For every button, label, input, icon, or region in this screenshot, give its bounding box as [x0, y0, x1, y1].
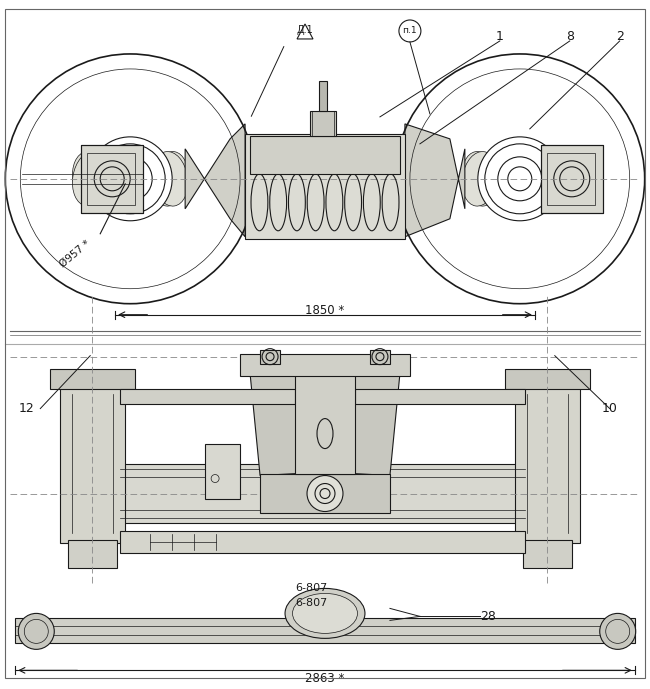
Bar — [245, 134, 405, 239]
Bar — [250, 136, 400, 174]
Bar — [120, 389, 295, 404]
Bar — [295, 373, 355, 473]
Bar — [310, 111, 336, 136]
Bar — [5, 349, 645, 679]
Ellipse shape — [18, 613, 54, 649]
Polygon shape — [405, 124, 465, 237]
Polygon shape — [250, 373, 297, 475]
Polygon shape — [353, 373, 400, 475]
Text: 1: 1 — [496, 30, 504, 43]
Bar — [547, 153, 595, 205]
Ellipse shape — [542, 152, 578, 206]
Text: 10: 10 — [602, 402, 617, 415]
Ellipse shape — [600, 613, 636, 649]
Text: п.1: п.1 — [402, 26, 417, 35]
Ellipse shape — [462, 152, 498, 206]
Bar — [541, 145, 603, 213]
Text: 8: 8 — [566, 30, 574, 43]
Ellipse shape — [72, 152, 108, 206]
Ellipse shape — [285, 588, 365, 639]
Bar — [370, 349, 390, 364]
Bar — [319, 81, 327, 111]
Bar — [260, 349, 280, 364]
Bar — [541, 145, 603, 213]
Bar — [68, 540, 117, 568]
Circle shape — [88, 137, 172, 220]
Text: Ø957 *: Ø957 * — [58, 238, 92, 269]
Ellipse shape — [542, 152, 578, 206]
Bar — [260, 473, 390, 513]
Circle shape — [478, 137, 562, 220]
Bar — [5, 39, 645, 339]
Ellipse shape — [462, 152, 498, 206]
Circle shape — [307, 475, 343, 511]
Text: 2863 *: 2863 * — [306, 672, 345, 686]
Bar — [205, 444, 240, 499]
Text: 28: 28 — [480, 610, 496, 623]
Polygon shape — [185, 124, 245, 237]
Bar — [120, 531, 525, 553]
Text: 6-807: 6-807 — [295, 599, 328, 608]
Text: 6-807: 6-807 — [295, 584, 328, 593]
Bar — [505, 369, 590, 389]
Bar — [120, 464, 525, 524]
Bar — [16, 619, 634, 644]
Bar — [523, 540, 572, 568]
Bar — [81, 145, 143, 213]
Bar — [515, 384, 580, 544]
Text: Д.1: Д.1 — [296, 25, 313, 35]
Ellipse shape — [72, 152, 108, 206]
Text: 1850 *: 1850 * — [306, 304, 345, 317]
Bar — [355, 389, 525, 404]
Bar — [50, 369, 135, 389]
Bar — [87, 153, 135, 205]
Text: 2: 2 — [616, 30, 623, 43]
Ellipse shape — [152, 152, 188, 206]
Text: 12: 12 — [18, 402, 34, 415]
Ellipse shape — [292, 593, 358, 633]
Bar — [240, 353, 410, 376]
Ellipse shape — [152, 152, 188, 206]
Bar — [60, 384, 125, 544]
Bar — [81, 145, 143, 213]
Bar — [312, 111, 334, 136]
